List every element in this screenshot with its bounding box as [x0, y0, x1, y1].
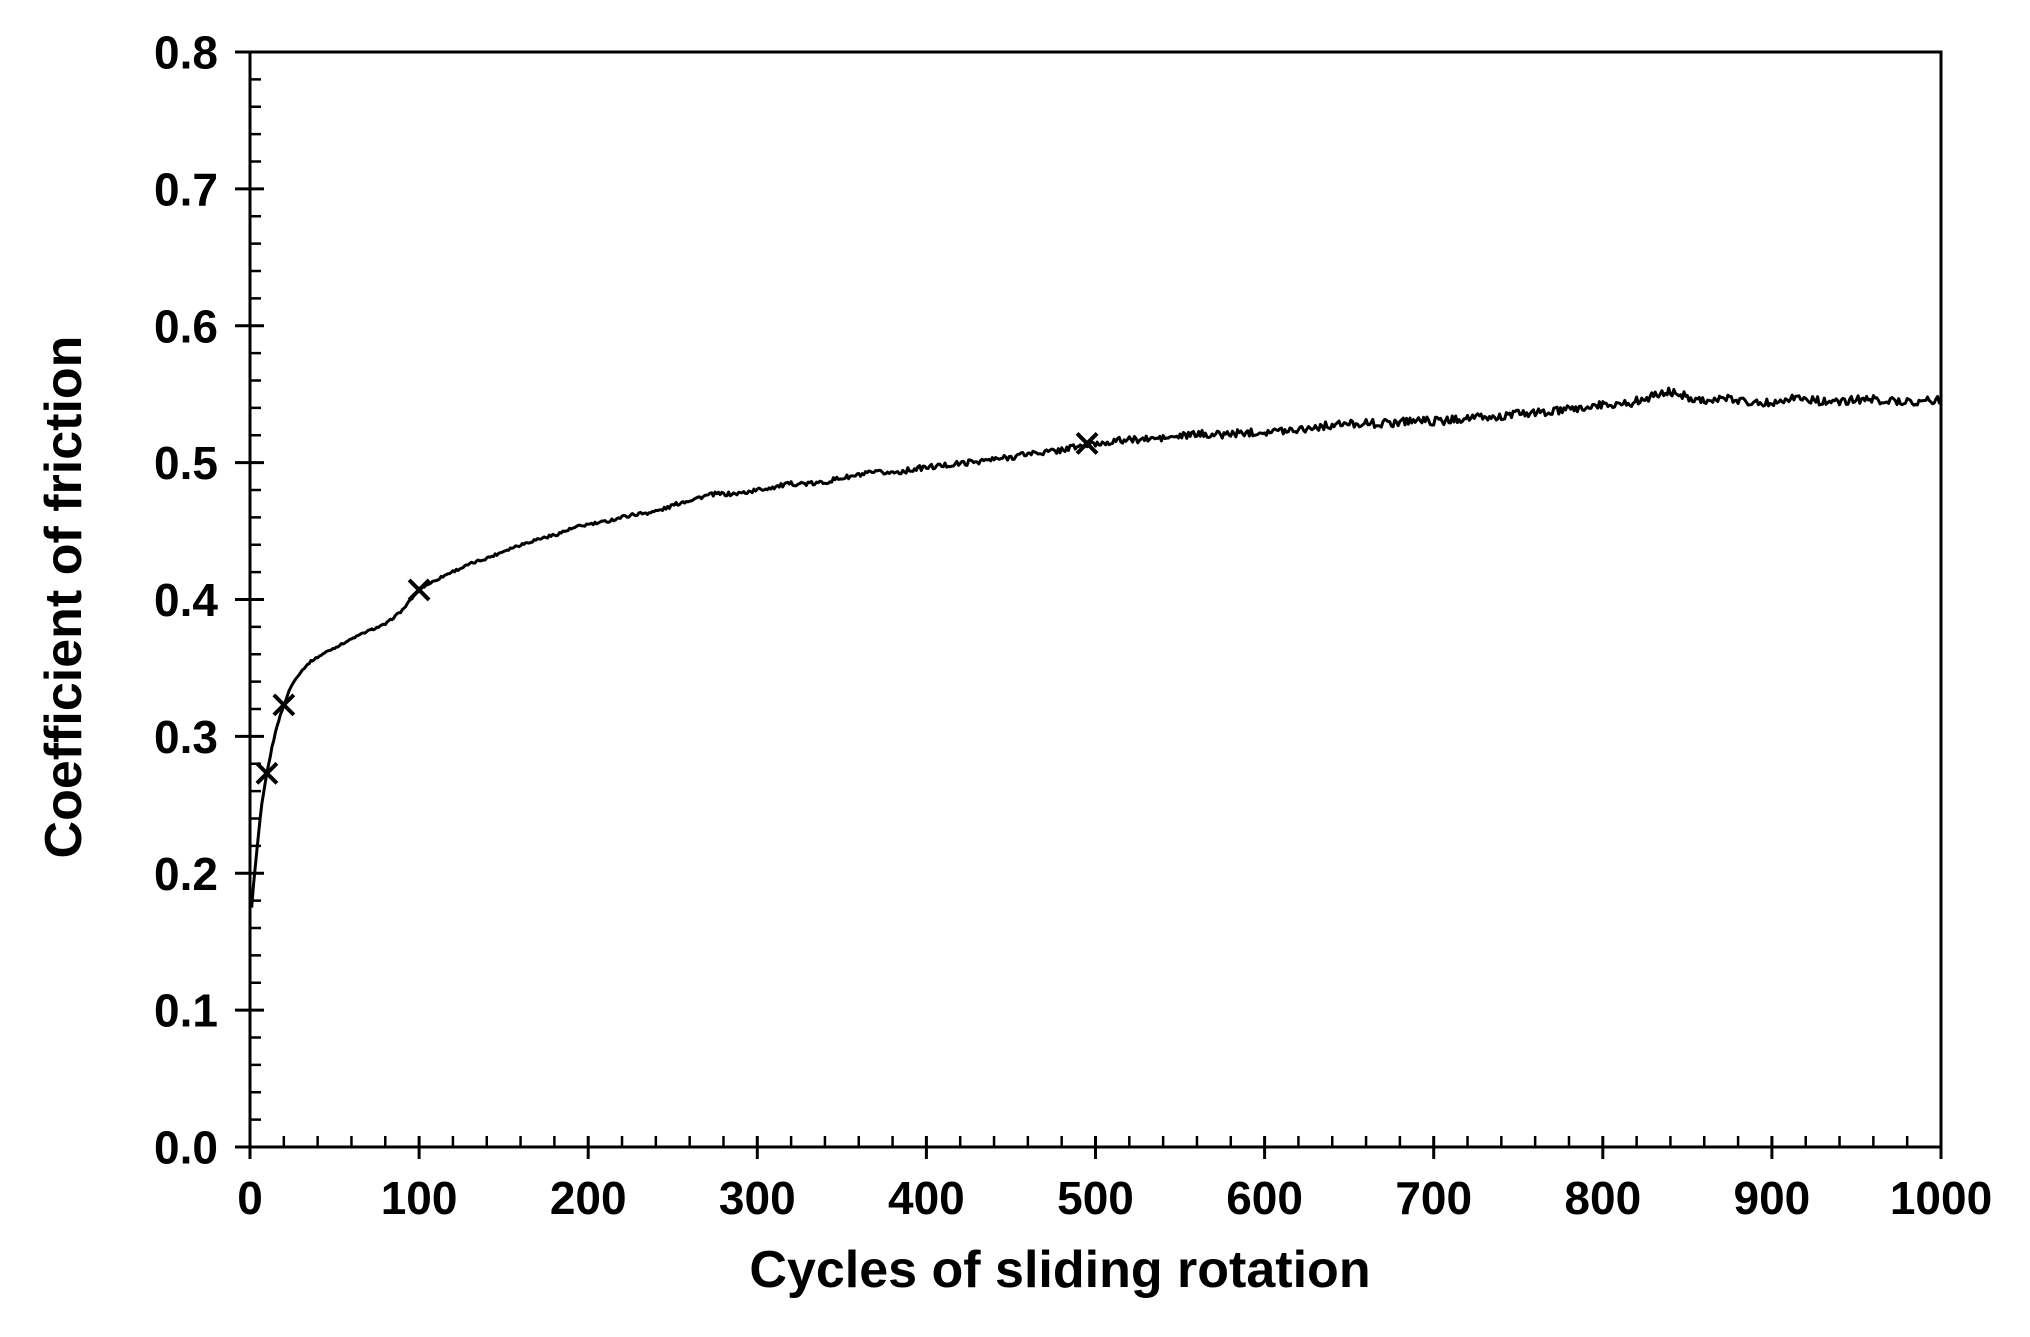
y-tick-label: 0.3 — [154, 711, 218, 763]
y-tick-label: 0.2 — [154, 848, 218, 900]
y-tick-label: 0.5 — [154, 437, 218, 489]
data-marker-x — [1075, 432, 1099, 455]
x-tick-label: 100 — [381, 1172, 458, 1224]
y-tick-label: 0.6 — [154, 300, 218, 352]
x-tick-label: 700 — [1395, 1172, 1472, 1224]
x-tick-label: 1000 — [1890, 1172, 1992, 1224]
data-marker-x — [272, 693, 296, 717]
y-tick-label: 0.8 — [154, 27, 218, 79]
plot-frame — [248, 50, 1943, 1149]
data-marker-x — [407, 578, 431, 602]
y-tick-label: 0.4 — [154, 574, 218, 626]
x-tick-label: 800 — [1564, 1172, 1641, 1224]
x-tick-label: 300 — [719, 1172, 796, 1224]
friction-curve — [250, 386, 1942, 908]
y-tick-label: 0.7 — [154, 163, 218, 215]
y-tick-label: 0.0 — [154, 1122, 218, 1174]
y-axis-title: Coefficient of friction — [35, 335, 93, 859]
y-tick-label: 0.1 — [154, 985, 218, 1037]
x-tick-label: 400 — [888, 1172, 965, 1224]
x-tick-label: 0 — [237, 1172, 263, 1224]
x-tick-label: 900 — [1734, 1172, 1811, 1224]
x-tick-label: 600 — [1226, 1172, 1303, 1224]
x-axis-title: Cycles of sliding rotation — [749, 1241, 1371, 1299]
x-tick-label: 200 — [550, 1172, 627, 1224]
x-tick-label: 500 — [1057, 1172, 1134, 1224]
data-marker-x — [255, 761, 279, 785]
